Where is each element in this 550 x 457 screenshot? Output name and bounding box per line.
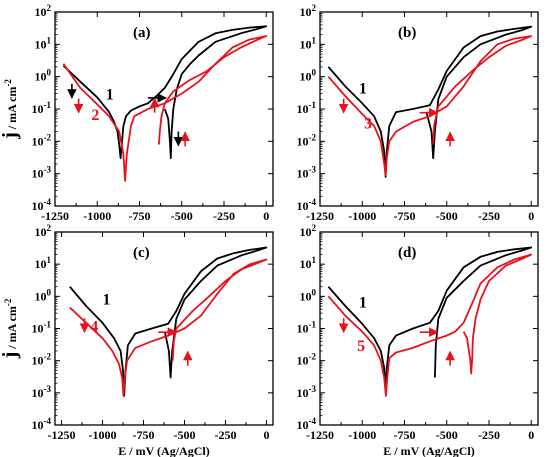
x-tick-label: -500: [436, 428, 458, 442]
panel-label: (b): [398, 25, 416, 41]
series-line-1: [327, 246, 533, 392]
y-tick-label: 10-1: [297, 100, 317, 116]
chart-panel-1: -1250 -1000 -750 -500 -250 0 10-4 10-3 10-2 10-1 1…: [0, 3, 274, 223]
y-tick-label: 10-3: [297, 384, 317, 400]
series-line-5: [327, 253, 533, 397]
y-axis-title: j / mA cm-2: [0, 79, 21, 140]
curve-label-1: 1: [359, 81, 367, 98]
y-tick-label: 10-4: [297, 197, 317, 213]
x-tick-label: -500: [171, 209, 193, 223]
y-tick-label: 10-2: [32, 352, 52, 368]
curve-label-4: 4: [90, 319, 98, 336]
x-tick-label: -1000: [89, 428, 117, 442]
y-tick-label: 100: [300, 287, 317, 303]
y-tick-label: 102: [300, 3, 317, 19]
panel-label: (d): [398, 245, 416, 261]
y-tick-label: 10-2: [297, 132, 317, 148]
curve-label-1: 1: [359, 294, 367, 311]
x-tick-label: -1250: [306, 209, 334, 223]
y-tick-label: 100: [300, 68, 317, 84]
y-tick-label: 101: [35, 255, 52, 271]
series-line-3: [327, 35, 533, 176]
chart-panel-2: -1250 -1000 -750 -500 -250 0 10-4 10-3 10-2 10-1 1…: [297, 3, 539, 223]
plot-frame: [54, 231, 274, 426]
y-tick-label: 102: [35, 223, 52, 239]
y-tick-label: 10-3: [297, 165, 317, 181]
series-line-1: [62, 25, 268, 160]
series-line-1: [69, 246, 268, 397]
curve-label-3: 3: [364, 115, 372, 132]
curve-label-1: 1: [103, 292, 111, 309]
x-tick-label: -1250: [306, 428, 334, 442]
y-tick-label: 10-3: [32, 165, 52, 181]
y-tick-label: 10-4: [32, 197, 52, 213]
x-tick-label: 0: [263, 428, 269, 442]
y-tick-label: 10-1: [32, 320, 52, 336]
y-tick-label: 10-3: [32, 384, 52, 400]
x-tick-label: -250: [214, 428, 236, 442]
y-tick-label: 102: [300, 223, 317, 239]
curve-label-5: 5: [357, 338, 365, 355]
y-tick-label: 10-2: [32, 132, 52, 148]
x-tick-label: 0: [528, 428, 534, 442]
x-tick-label: -500: [173, 428, 195, 442]
y-tick-label: 10-2: [297, 352, 317, 368]
series-line-1: [327, 25, 533, 178]
x-tick-label: -250: [213, 209, 235, 223]
x-tick-label: -1250: [48, 428, 76, 442]
x-tick-label: -750: [393, 209, 415, 223]
x-tick-label: 0: [263, 209, 269, 223]
y-tick-label: 10-4: [32, 416, 52, 432]
y-tick-label: 101: [300, 255, 317, 271]
y-tick-label: 102: [35, 3, 52, 19]
x-tick-label: -1000: [348, 209, 376, 223]
y-tick-label: 100: [35, 68, 52, 84]
series-line-2: [62, 35, 268, 182]
y-axis-title: j / mA cm-2: [0, 298, 21, 359]
x-tick-label: -1000: [348, 428, 376, 442]
chart-panel-3: -1250 -1000 -750 -500 -250 0 10-4 10-3 10-2 10-1 1…: [0, 223, 274, 457]
x-tick-label: -1000: [83, 209, 111, 223]
x-tick-label: -750: [128, 209, 150, 223]
chart-panel-4: -1250 -1000 -750 -500 -250 0 10-4 10-3 10-2 10-1 1…: [297, 223, 539, 457]
series-line-4: [69, 258, 268, 397]
x-tick-label: -250: [478, 428, 500, 442]
panel-label: (a): [133, 25, 151, 41]
y-tick-label: 101: [300, 35, 317, 51]
y-tick-label: 10-1: [297, 320, 317, 336]
curve-label-1: 1: [106, 86, 114, 103]
plot-frame: [319, 231, 539, 426]
y-tick-label: 101: [35, 35, 52, 51]
x-tick-label: -500: [436, 209, 458, 223]
y-tick-label: 100: [35, 287, 52, 303]
x-tick-label: -250: [478, 209, 500, 223]
panel-label: (c): [133, 245, 150, 261]
x-axis-title: E / mV (Ag/AgCl): [118, 444, 209, 457]
y-tick-label: 10-4: [297, 416, 317, 432]
x-axis-title: E / mV (Ag/AgCl): [383, 444, 474, 457]
x-tick-label: -750: [393, 428, 415, 442]
curve-label-2: 2: [91, 107, 99, 124]
y-tick-label: 10-1: [32, 100, 52, 116]
x-tick-label: 0: [528, 209, 534, 223]
x-tick-label: -1250: [41, 209, 69, 223]
x-tick-label: -750: [133, 428, 155, 442]
